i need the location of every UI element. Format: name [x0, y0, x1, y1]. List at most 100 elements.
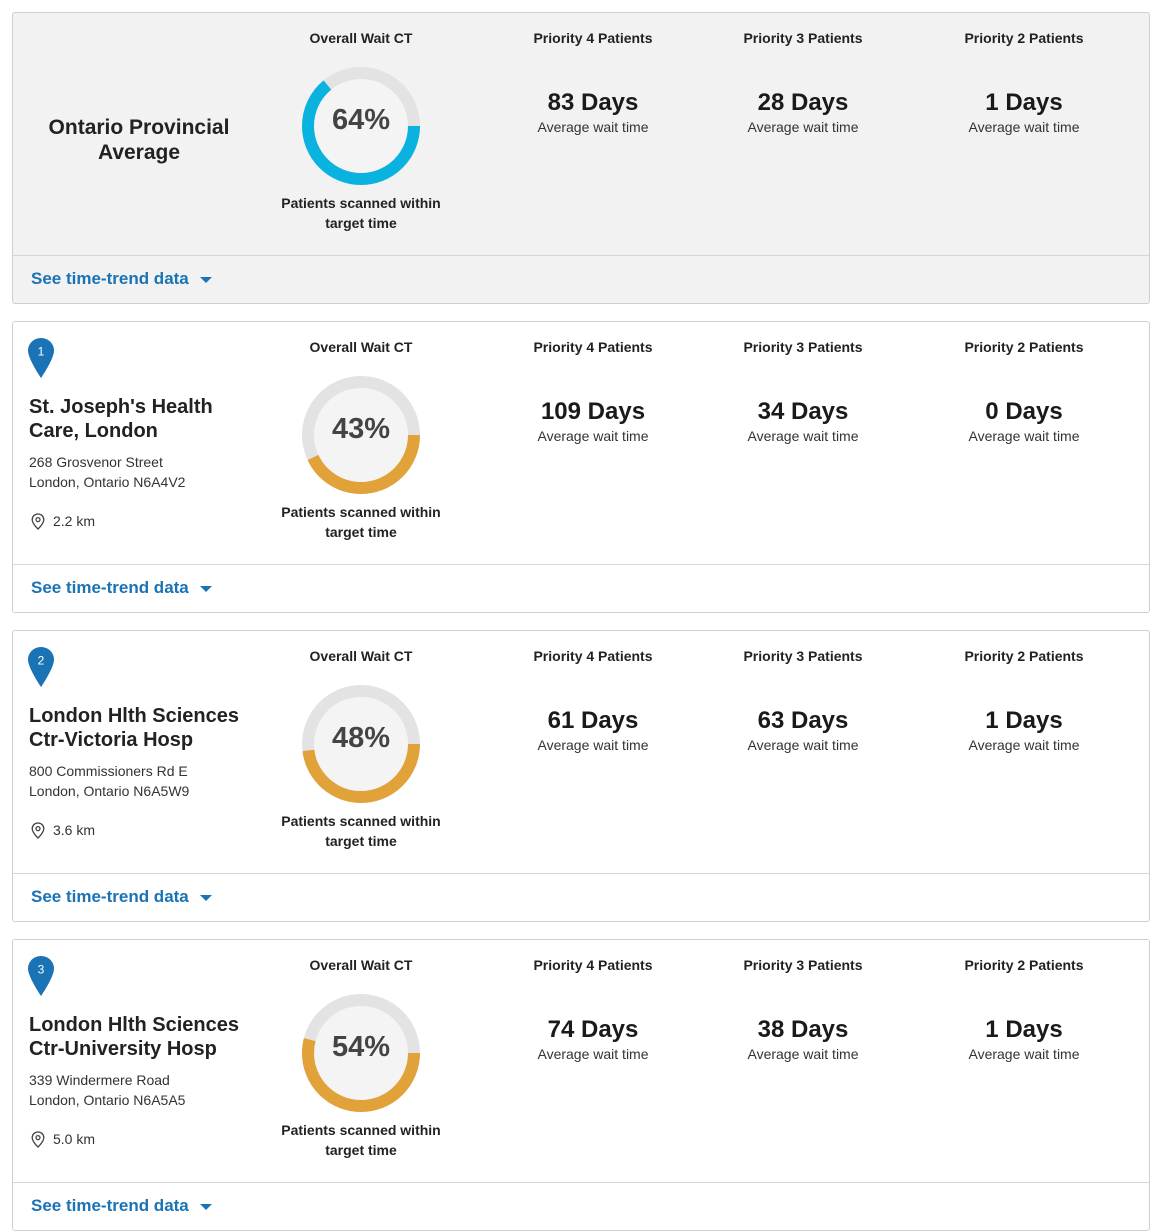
priority-3-caption: Average wait time: [747, 1046, 859, 1062]
priority-2-heading: Priority 2 Patients: [964, 339, 1084, 355]
hospital-card: 2 London Hlth Sciences Ctr-Victoria Hosp…: [12, 630, 1150, 922]
marker-rank: 2: [38, 654, 45, 668]
overall-wait-percent: 43%: [331, 413, 391, 445]
priority-3-days: 34 Days: [757, 398, 849, 425]
address-line-2: London, Ontario N6A5W9: [29, 783, 190, 799]
caret-down-icon[interactable]: [200, 586, 212, 592]
overall-wait-donut: [302, 67, 420, 185]
priority-2-heading: Priority 2 Patients: [964, 30, 1084, 46]
priority-4-caption: Average wait time: [537, 119, 649, 135]
priority-3-caption: Average wait time: [747, 737, 859, 753]
donut-progress-arc: [302, 685, 420, 803]
overall-wait-ct-heading: Overall Wait CT: [309, 339, 413, 355]
priority-4-heading: Priority 4 Patients: [533, 957, 653, 973]
priority-4-days: 109 Days: [540, 398, 646, 425]
see-time-trend-link[interactable]: See time-trend data: [31, 578, 189, 597]
hospital-address: 339 Windermere Road London, Ontario N6A5…: [29, 1070, 185, 1110]
priority-4-heading: Priority 4 Patients: [533, 339, 653, 355]
distance-text: 5.0 km: [53, 1131, 96, 1147]
donut-center: [314, 79, 408, 173]
marker-rank: 3: [38, 963, 45, 977]
priority-3-caption: Average wait time: [747, 119, 859, 135]
priority-4-days: 83 Days: [547, 89, 639, 116]
priority-2-caption: Average wait time: [968, 428, 1080, 444]
overall-wait-percent: 48%: [331, 722, 391, 754]
donut-center: [314, 697, 408, 791]
hospital-card: 3 London Hlth Sciences Ctr-University Ho…: [12, 939, 1150, 1231]
hospital-address: 268 Grosvenor Street London, Ontario N6A…: [29, 452, 185, 492]
priority-3-heading: Priority 3 Patients: [743, 957, 863, 973]
priority-4-days: 61 Days: [547, 707, 639, 734]
see-time-trend-link[interactable]: See time-trend data: [31, 1196, 189, 1215]
see-time-trend-link[interactable]: See time-trend data: [31, 887, 189, 906]
priority-3-heading: Priority 3 Patients: [743, 648, 863, 664]
donut-caption: Patients scanned within target time: [281, 813, 441, 849]
overall-wait-donut: [302, 685, 420, 803]
priority-2-caption: Average wait time: [968, 737, 1080, 753]
overall-wait-ct-heading: Overall Wait CT: [309, 30, 413, 46]
address-line-1: 339 Windermere Road: [29, 1072, 170, 1088]
priority-4-caption: Average wait time: [537, 737, 649, 753]
map-marker-icon: 1: [28, 338, 54, 378]
location-pin-icon: [31, 1131, 45, 1148]
donut-caption: Patients scanned within target time: [281, 195, 441, 231]
priority-4-caption: Average wait time: [537, 428, 649, 444]
address-line-1: 268 Grosvenor Street: [29, 454, 163, 470]
caret-down-icon[interactable]: [200, 1204, 212, 1210]
donut-progress-arc: [302, 67, 420, 185]
marker-rank: 1: [38, 345, 45, 359]
priority-3-days: 63 Days: [757, 707, 849, 734]
card-main: 2 London Hlth Sciences Ctr-Victoria Hosp…: [13, 631, 1149, 874]
address-line-1: 800 Commissioners Rd E: [29, 763, 188, 779]
overall-wait-percent: 64%: [331, 104, 391, 136]
provincial-average-card: Ontario Provincial Average Overall Wait …: [12, 12, 1150, 304]
donut-progress-arc: [302, 376, 420, 494]
priority-3-days: 38 Days: [757, 1016, 849, 1043]
card-main: 1 St. Joseph's Health Care, London 268 G…: [13, 322, 1149, 565]
caret-down-icon[interactable]: [200, 277, 212, 283]
priority-3-heading: Priority 3 Patients: [743, 30, 863, 46]
priority-3-days: 28 Days: [757, 89, 849, 116]
map-marker-icon: 2: [28, 647, 54, 687]
priority-4-heading: Priority 4 Patients: [533, 648, 653, 664]
donut-center: [314, 1006, 408, 1100]
location-pin-icon: [31, 822, 45, 839]
priority-3-heading: Priority 3 Patients: [743, 339, 863, 355]
hospital-name: London Hlth Sciences Ctr-Victoria Hosp: [29, 705, 240, 751]
donut-caption: Patients scanned within target time: [281, 504, 441, 540]
donut-center: [314, 388, 408, 482]
see-time-trend-link[interactable]: See time-trend data: [31, 269, 189, 288]
priority-2-caption: Average wait time: [968, 1046, 1080, 1062]
priority-2-days: 1 Days: [985, 1016, 1063, 1043]
provincial-title: Ontario Provincial Average: [48, 116, 230, 164]
priority-2-caption: Average wait time: [968, 119, 1080, 135]
map-marker-icon: 3: [28, 956, 54, 996]
priority-2-heading: Priority 2 Patients: [964, 957, 1084, 973]
donut-progress-arc: [302, 994, 420, 1112]
donut-caption: Patients scanned within target time: [281, 1122, 441, 1158]
priority-2-days: 1 Days: [985, 89, 1063, 116]
address-line-2: London, Ontario N6A5A5: [29, 1092, 186, 1108]
card-footer: See time-trend data: [13, 873, 1149, 921]
hospital-name: St. Joseph's Health Care, London: [29, 396, 213, 442]
priority-4-heading: Priority 4 Patients: [533, 30, 653, 46]
caret-down-icon[interactable]: [200, 895, 212, 901]
priority-4-days: 74 Days: [547, 1016, 639, 1043]
overall-wait-ct-heading: Overall Wait CT: [309, 648, 413, 664]
overall-wait-percent: 54%: [331, 1031, 391, 1063]
hospital-name: London Hlth Sciences Ctr-University Hosp: [29, 1014, 240, 1060]
overall-wait-donut: [302, 994, 420, 1112]
card-main: Ontario Provincial Average Overall Wait …: [13, 13, 1149, 256]
hospital-card: 1 St. Joseph's Health Care, London 268 G…: [12, 321, 1150, 613]
hospital-address: 800 Commissioners Rd E London, Ontario N…: [29, 761, 189, 801]
overall-wait-donut: [302, 376, 420, 494]
priority-2-heading: Priority 2 Patients: [964, 648, 1084, 664]
priority-4-caption: Average wait time: [537, 1046, 649, 1062]
distance-text: 3.6 km: [53, 822, 96, 838]
priority-2-days: 1 Days: [985, 707, 1063, 734]
card-footer: See time-trend data: [13, 564, 1149, 612]
priority-3-caption: Average wait time: [747, 428, 859, 444]
distance-text: 2.2 km: [53, 513, 96, 529]
card-footer: See time-trend data: [13, 1182, 1149, 1230]
overall-wait-ct-heading: Overall Wait CT: [309, 957, 413, 973]
